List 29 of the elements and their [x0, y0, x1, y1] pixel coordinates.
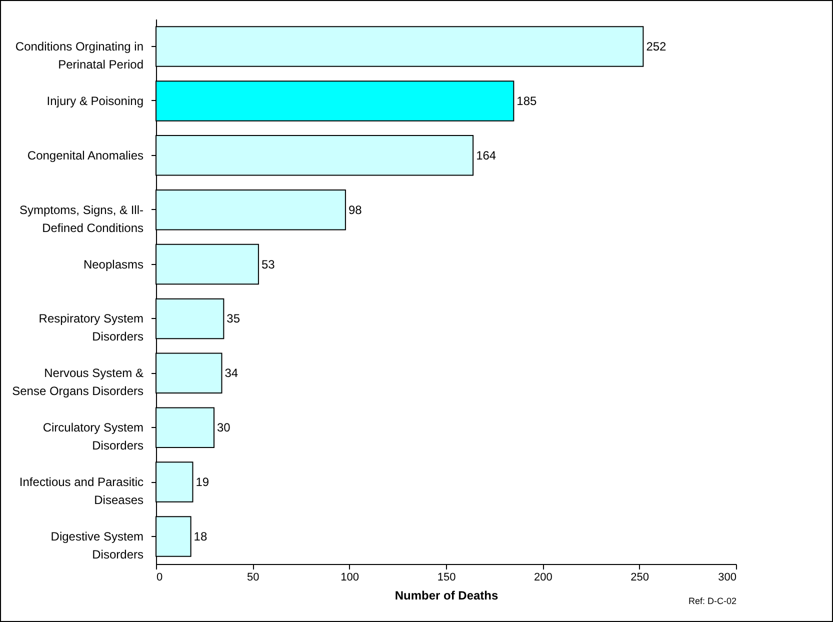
x-tick-label: 300	[718, 572, 736, 584]
text: Ref: D-C-02	[688, 596, 736, 606]
data-label: 35	[226, 312, 240, 326]
data-label: 98	[348, 202, 362, 217]
y-tick-label: Digestive System Disorders	[50, 530, 144, 562]
y-tick-label: Circulatory System Disorders	[42, 420, 144, 453]
y-tick-label: Injury & Poisoning	[46, 94, 144, 108]
x-tick-label: 250	[630, 572, 650, 584]
data-label: 30	[217, 420, 231, 435]
x-tick-label: 150	[437, 572, 456, 584]
data-label: 53	[261, 257, 276, 272]
data-label: 252	[646, 39, 667, 54]
y-tick-label: Symptoms, Signs, & Ill- Defined Conditions	[19, 202, 144, 235]
x-tick-label: 200	[534, 572, 552, 584]
x-axis-title: Number of Deaths	[394, 588, 498, 602]
y-tick-label: Nervous System & Sense Organs Disorders	[12, 366, 144, 398]
y-tick-label: Infectious and Parasitic Diseases	[19, 475, 144, 508]
data-label: 18	[194, 530, 208, 544]
y-tick-label: Conditions Orginating in Perinatal Period	[15, 39, 144, 72]
data-label: 164	[476, 148, 496, 162]
y-tick-label: Neoplasms	[83, 257, 144, 272]
data-label: 34	[224, 366, 238, 380]
x-tick-label: 50	[247, 572, 260, 584]
data-label: 185	[516, 94, 538, 108]
x-tick-label: 100	[340, 572, 360, 584]
y-tick-label: Congenital Anomalies	[27, 148, 144, 162]
data-label: 19	[196, 475, 210, 490]
x-tick-label: 0	[156, 572, 163, 584]
y-tick-label: Respiratory System Disorders	[38, 312, 144, 344]
